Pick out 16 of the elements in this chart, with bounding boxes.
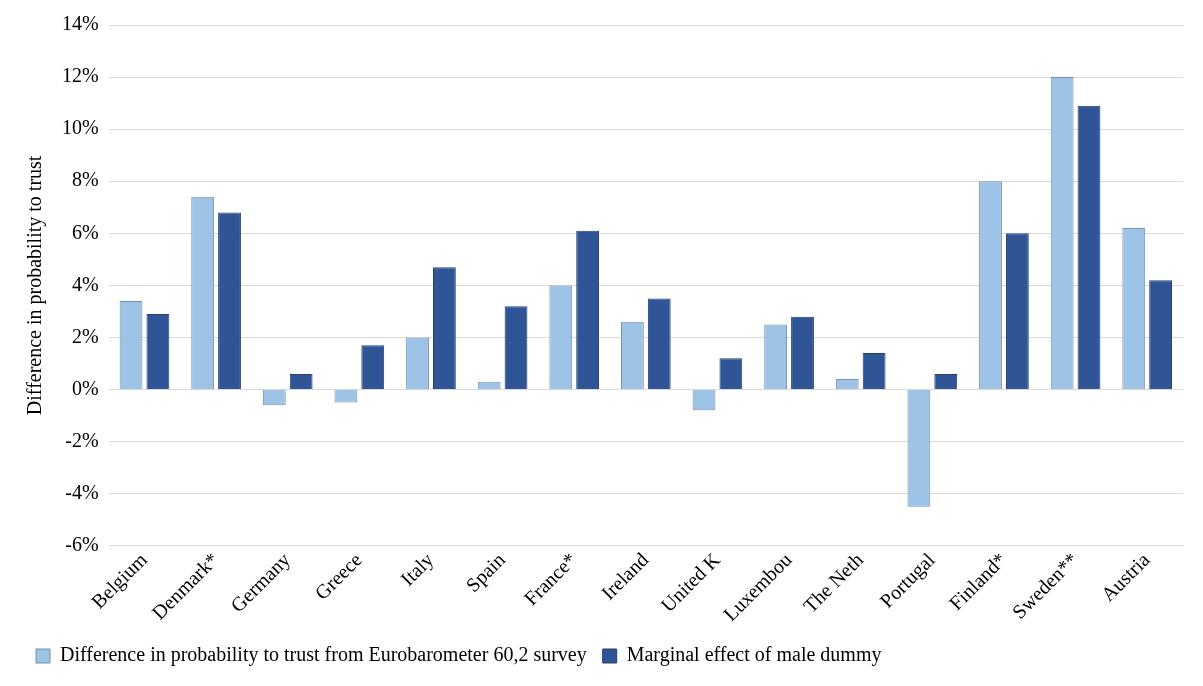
y-tick-label: 2% [71,324,99,347]
y-tick-label: 6% [71,220,99,243]
y-tick-label: 10% [61,116,99,139]
x-tick-label: Italy [396,548,439,591]
y-tick-label: 12% [61,64,99,87]
legend-label: Marginal effect of male dummy [626,643,882,667]
y-tick-label: 14% [61,12,99,35]
legend-label: Difference in probability to trust from Eurobarometer 60,2 survey [60,643,587,667]
y-tick-label: 0% [71,376,99,399]
y-tick-label: 8% [71,168,99,191]
y-tick-label: -2% [65,428,99,451]
y-axis-title: Difference in probability to trust [23,155,47,416]
y-tick-label: -4% [65,480,99,503]
y-tick-label: 4% [71,272,99,295]
x-tick-label: The Neth [798,548,868,617]
y-tick-label: -6% [65,533,99,556]
